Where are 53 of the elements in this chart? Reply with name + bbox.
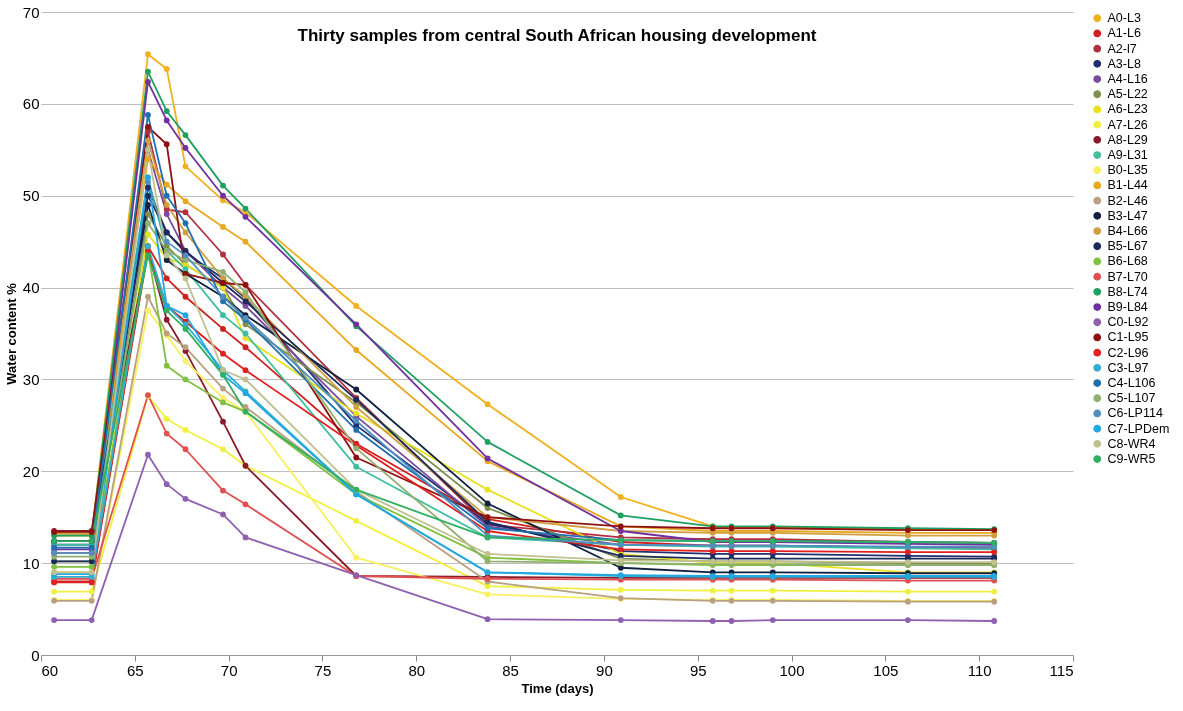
x-tick-label: 95 <box>689 661 707 679</box>
legend-label: B8-L74 <box>1107 284 1148 299</box>
legend-label: C8-WR4 <box>1107 436 1156 451</box>
y-tick-label: 30 <box>22 370 40 388</box>
x-tick-label: 100 <box>779 661 805 679</box>
x-tick-label: 110 <box>967 661 992 679</box>
y-tick-label: 60 <box>22 95 40 113</box>
text: Thirty samples from central South African housing development <box>297 26 817 45</box>
y-tick-label: 50 <box>22 187 40 205</box>
x-axis-title: Time (days) <box>521 680 594 696</box>
legend-label: B1-L44 <box>1107 178 1148 193</box>
x-tick-label: 70 <box>220 661 238 679</box>
x-tick-label: 105 <box>873 661 899 679</box>
legend-label: C7-LPDem <box>1107 421 1170 436</box>
legend-label: A6-L23 <box>1107 102 1148 117</box>
x-tick-label: 65 <box>126 661 144 679</box>
x-tick-label: 75 <box>314 661 332 679</box>
legend-label: A2-l7 <box>1107 41 1137 56</box>
x-tick-label: 115 <box>1049 661 1074 679</box>
y-tick-label: 70 <box>22 3 40 21</box>
legend-label: C5-L107 <box>1107 391 1156 406</box>
y-axis-title: Water content % <box>3 282 19 385</box>
legend-label: A7-L26 <box>1107 117 1148 132</box>
legend-label: C4-L106 <box>1107 376 1156 391</box>
x-tick-label: 90 <box>596 661 613 679</box>
legend-label: A5-L22 <box>1107 87 1148 102</box>
y-tick-label: 10 <box>22 554 40 572</box>
legend-label: C2-L96 <box>1107 345 1149 360</box>
legend-label: B4-L66 <box>1107 224 1148 239</box>
legend-label: C0-L92 <box>1107 315 1149 330</box>
y-tick-label: 40 <box>22 279 40 297</box>
legend-label: A3-L8 <box>1107 56 1141 71</box>
y-tick-label: 20 <box>22 462 40 480</box>
legend-label: A4-L16 <box>1107 72 1148 87</box>
x-tick-label: 80 <box>408 661 426 679</box>
legend-label: A8-L29 <box>1107 132 1148 147</box>
legend-label: B5-L67 <box>1107 239 1148 254</box>
legend-label: C9-WR5 <box>1107 452 1156 467</box>
legend-label: C1-L95 <box>1107 330 1149 345</box>
legend-label: A9-L31 <box>1107 148 1148 163</box>
legend-label: B0-L35 <box>1107 163 1148 178</box>
y-tick-label: 0 <box>31 646 40 664</box>
legend-label: A0-L3 <box>1107 11 1141 26</box>
legend-label: B3-L47 <box>1107 208 1148 223</box>
x-tick-label: 85 <box>502 661 519 679</box>
legend-label: B9-L84 <box>1107 300 1148 315</box>
legend-label: B6-L68 <box>1107 254 1148 269</box>
legend-label: B7-L70 <box>1107 269 1148 284</box>
legend-label: C3-L97 <box>1107 360 1149 375</box>
legend-label: B2-L46 <box>1107 193 1148 208</box>
legend-label: A1-L6 <box>1107 26 1141 41</box>
legend-label: C6-LP114 <box>1107 406 1163 421</box>
x-tick-label: 60 <box>41 661 59 679</box>
